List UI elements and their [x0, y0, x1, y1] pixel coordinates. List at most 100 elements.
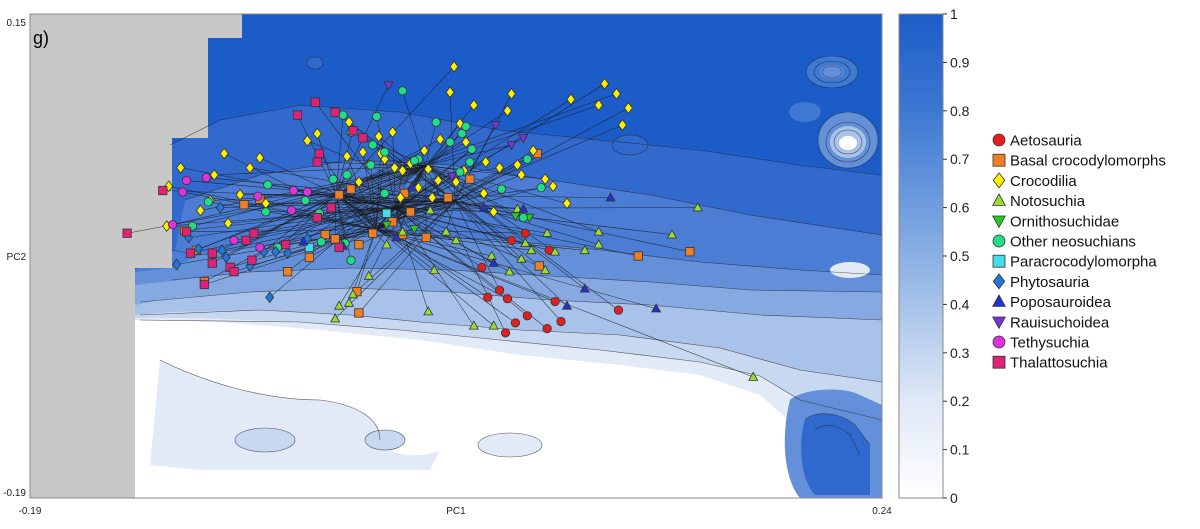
branch-line: [291, 210, 376, 230]
point-thalattosuchia: [207, 248, 217, 258]
legend-marker-other-neosuchians: [992, 234, 1006, 248]
point-poposauroidea: [651, 303, 662, 313]
series-crocodilia: [162, 60, 633, 233]
branch-line: [395, 208, 429, 312]
point-crocodilia: [623, 102, 633, 114]
point-basal-crocodylomorphs: [633, 251, 643, 261]
colorbar-tick-label: 0.6: [950, 200, 970, 216]
series-thalattosuchia: [122, 97, 368, 290]
point-crocodilia: [461, 136, 471, 149]
point-aetosauria: [494, 285, 505, 295]
point-ornithosuchidae: [381, 220, 392, 231]
point-thalattosuchia: [292, 110, 303, 120]
point-crocodilia: [469, 99, 479, 112]
point-poposauroidea: [518, 203, 529, 213]
point-crocodilia: [503, 104, 513, 117]
branch-line: [234, 200, 456, 272]
branch-line: [234, 207, 396, 241]
point-tethysuchia: [288, 185, 299, 196]
point-tethysuchia: [302, 187, 312, 197]
branch-line: [395, 207, 540, 267]
point-notosuchia: [540, 264, 551, 274]
point-crocodilia: [312, 127, 322, 140]
point-crocodilia: [433, 174, 443, 187]
point-crocodilia: [342, 150, 352, 163]
point-notosuchia: [397, 226, 408, 236]
legend-label: Poposauroidea: [1010, 294, 1112, 311]
branch-line: [198, 165, 426, 250]
point-ornithosuchidae: [409, 225, 420, 235]
branch-line: [395, 207, 548, 234]
point-crocodilia: [176, 161, 186, 174]
point-crocodilia: [235, 188, 245, 201]
axis-labels: -0.19 PC1 0.24 0.15 PC2 -0.19: [3, 18, 892, 517]
branch-line: [253, 207, 396, 234]
point-thalattosuchia: [280, 240, 291, 250]
legend-item-aetosauria: Aetosauria: [992, 133, 1082, 150]
branch-line: [375, 229, 492, 257]
point-aetosauria: [522, 311, 532, 321]
branch-line: [454, 200, 484, 208]
point-other-neosuchians: [445, 137, 455, 147]
point-phytosauria: [271, 245, 281, 258]
point-other-neosuchians: [455, 167, 465, 177]
point-thalattosuchia: [122, 228, 132, 238]
point-crocodilia: [390, 161, 400, 174]
series-other-neosuchians: [187, 86, 546, 265]
point-thalattosuchia: [181, 227, 192, 237]
point-paracrocodylomorpha: [304, 242, 314, 253]
series-paracrocodylomorpha: [304, 208, 392, 253]
branch-line: [454, 200, 546, 271]
legend-item-thalattosuchia: Thalattosuchia: [992, 355, 1108, 372]
point-thalattosuchia: [330, 107, 340, 117]
point-rauisuchoidea: [446, 172, 458, 182]
legend-marker-crocodilia: [992, 172, 1006, 189]
point-basal-crocodylomorphs: [330, 234, 340, 244]
point-other-neosuchians: [366, 160, 376, 170]
branch-line: [208, 201, 376, 230]
point-other-neosuchians: [536, 183, 546, 193]
point-crocodilia: [245, 161, 255, 174]
point-thalattosuchia: [348, 126, 358, 136]
point-crocodilia: [195, 204, 205, 217]
point-basal-crocodylomorphs: [346, 184, 356, 194]
point-crocodilia: [219, 147, 229, 160]
branch-line: [230, 200, 456, 268]
point-poposauroidea: [605, 192, 616, 202]
point-aetosauria: [483, 292, 493, 302]
phylogeny-branches: [127, 66, 754, 378]
point-other-neosuchians: [467, 144, 477, 154]
branch-line: [358, 200, 456, 314]
point-paracrocodylomorpha: [382, 208, 392, 218]
point-notosuchia: [666, 229, 678, 239]
point-other-neosuchians: [496, 184, 507, 194]
point-thalattosuchia: [241, 235, 251, 245]
point-notosuchia: [381, 239, 392, 249]
point-thalattosuchia: [312, 212, 322, 223]
colorbar-tick-label: 0.5: [950, 248, 970, 264]
point-notosuchia: [579, 244, 590, 255]
point-other-neosuchians: [397, 86, 408, 96]
point-other-neosuchians: [263, 180, 273, 190]
point-crocodilia: [506, 87, 516, 100]
legend-item-other-neosuchians: Other neosuchians: [992, 234, 1136, 251]
legend-item-paracrocodylomorpha: Paracrocodylomorpha: [992, 254, 1157, 271]
colorbar-tick-label: 0.4: [950, 296, 970, 312]
y-tick-label: -0.19: [3, 488, 26, 499]
point-crocodilia: [495, 161, 505, 174]
colorbar-ticks: 0 0.1 0.2 0.3 0.4 0.5 0.6 0.7 0.8 0.9 1: [943, 6, 970, 506]
branch-line: [425, 165, 506, 333]
branch-line: [257, 193, 337, 197]
legend-label: Basal crocodylomorphs: [1010, 153, 1166, 170]
point-crocodilia: [255, 151, 265, 164]
legend-marker-aetosauria: [992, 133, 1006, 147]
point-tethysuchia: [286, 205, 297, 216]
branch-line: [186, 229, 376, 233]
branch-line: [277, 165, 426, 248]
point-crocodilia: [209, 168, 219, 181]
point-tethysuchia: [181, 175, 192, 186]
point-basal-crocodylomorphs: [368, 228, 378, 238]
legend-item-notosuchia: Notosuchia: [992, 193, 1086, 210]
